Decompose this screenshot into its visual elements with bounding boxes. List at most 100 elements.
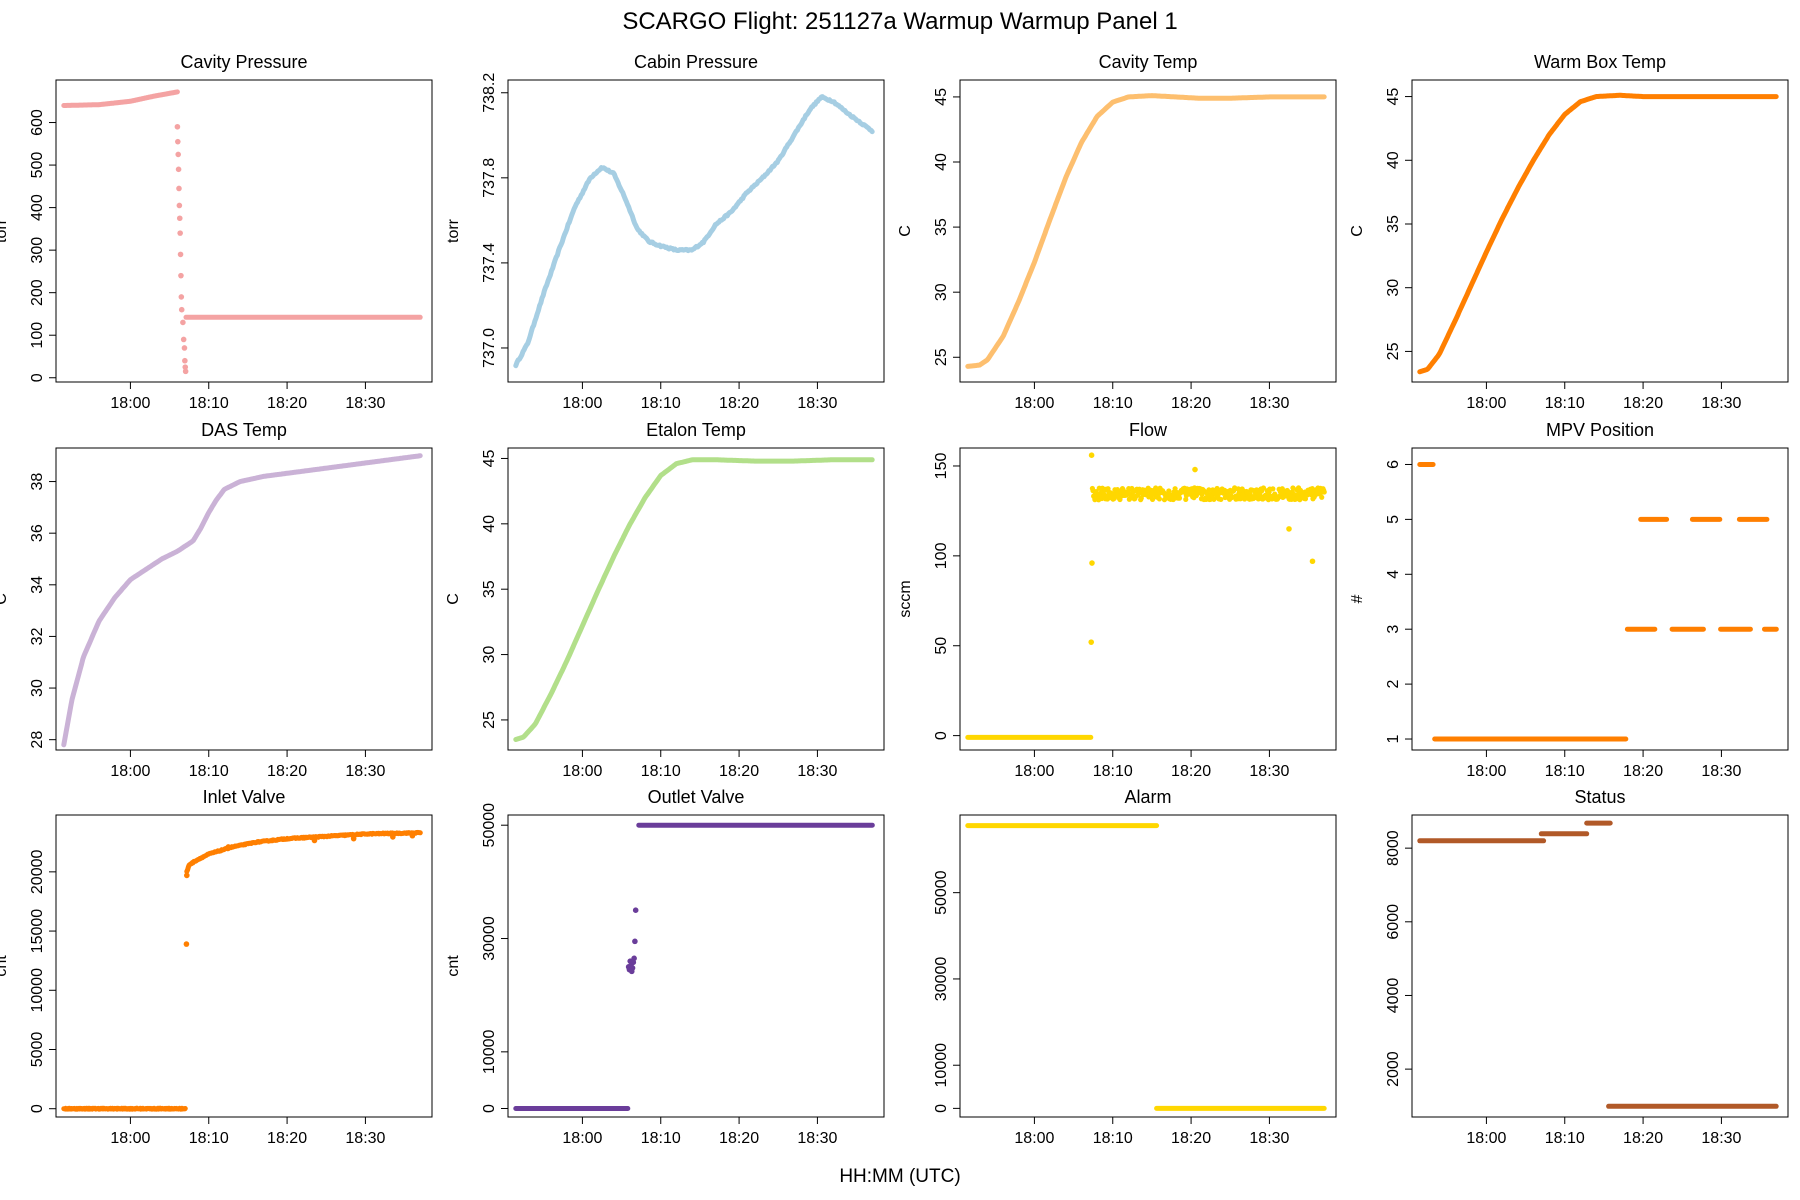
data-point: [1089, 560, 1095, 566]
series-group: [61, 453, 423, 748]
data-point: [630, 959, 637, 966]
plot-frame: [507, 447, 885, 751]
x-tick-label: 18:10: [189, 763, 229, 780]
panel-title: DAS Temp: [201, 420, 287, 440]
plot-frame: [1411, 814, 1789, 1118]
x-tick-label: 18:10: [189, 395, 229, 412]
panel-alarm: Alarm 18:00 18:10 18:20 18:30 0 10000 30000 5000…: [933, 787, 1337, 1147]
series-line: [513, 94, 875, 369]
y-tick-label: 45: [1385, 88, 1402, 106]
series-line: [513, 457, 875, 742]
x-tick-label: 18:30: [1249, 395, 1289, 412]
panel-outlet-valve: Outlet Valve 18:00 18:10 18:20 18:30 0 10000 30…: [445, 787, 885, 1147]
x-tick-label: 18:10: [641, 763, 681, 780]
data-point: [390, 834, 396, 840]
data-point: [1149, 496, 1156, 502]
series-line: [61, 453, 423, 748]
y-axis-label: torr: [0, 218, 10, 243]
y-tick-label: 10000: [933, 1043, 950, 1088]
data-point: [180, 319, 186, 326]
data-point: [182, 364, 189, 370]
panel-cavity-pressure: Cavity Pressure 18:00 18:10 18:20 18:30 0 100 2…: [0, 52, 433, 412]
figure-title: SCARGO Flight: 251127a Warmup Warmup Pan…: [622, 8, 1178, 35]
series-line: [965, 93, 1327, 369]
x-tick-label: 18:20: [1171, 395, 1211, 412]
series-line: [61, 89, 180, 108]
x-tick-label: 18:00: [562, 1130, 602, 1147]
x-tick-label: 18:20: [1171, 1130, 1211, 1147]
plot-frame: [959, 79, 1337, 383]
data-point: [184, 872, 190, 879]
data-point: [1270, 486, 1276, 492]
series-group: [965, 452, 1327, 740]
y-tick-label: 0: [933, 1104, 950, 1113]
x-tick-label: 18:10: [1545, 1130, 1585, 1147]
series-group: [965, 823, 1327, 1111]
x-tick-label: 18:30: [345, 763, 385, 780]
y-tick-label: 34: [29, 576, 46, 594]
y-tick-label: 25: [481, 711, 498, 729]
y-tick-label: 300: [29, 237, 46, 264]
data-point: [1260, 485, 1267, 491]
y-tick-label: 10000: [481, 1029, 498, 1074]
data-point: [1309, 558, 1316, 565]
y-tick-label: 3: [1385, 625, 1402, 634]
data-point: [1176, 495, 1183, 501]
y-tick-label: 1: [1385, 734, 1402, 743]
plot-frame: [55, 814, 433, 1118]
y-tick-label: 40: [933, 153, 950, 171]
x-tick-label: 18:10: [1545, 395, 1585, 412]
data-point: [175, 166, 182, 173]
data-point: [1192, 466, 1198, 473]
series-group: [513, 822, 875, 1111]
x-tick-label: 18:00: [110, 763, 150, 780]
data-point: [632, 938, 638, 945]
data-point: [181, 345, 188, 351]
y-tick-label: 200: [29, 279, 46, 306]
data-point: [225, 844, 232, 850]
y-tick-label: 35: [933, 218, 950, 236]
y-tick-label: 15000: [29, 909, 46, 954]
x-tick-label: 18:30: [797, 395, 837, 412]
x-tick-label: 18:00: [110, 395, 150, 412]
y-tick-label: 25: [933, 348, 950, 366]
plot-frame: [959, 814, 1337, 1118]
x-tick-label: 18:20: [267, 1130, 307, 1147]
x-tick-label: 18:10: [641, 395, 681, 412]
data-point: [175, 151, 181, 158]
series-line: [184, 829, 423, 874]
y-tick-label: 400: [29, 194, 46, 221]
panel-title: Alarm: [1124, 787, 1171, 807]
x-tick-label: 18:20: [267, 395, 307, 412]
series-group: [1417, 820, 1779, 1109]
x-tick-label: 18:30: [797, 763, 837, 780]
plot-frame: [55, 79, 433, 383]
plot-frame: [55, 447, 433, 751]
series-group: [1417, 462, 1779, 742]
panel-das-temp: DAS Temp 18:00 18:10 18:20 18:30 28 30 32 34 36 38…: [0, 420, 433, 780]
y-tick-label: 30: [933, 283, 950, 301]
y-tick-label: 600: [29, 109, 46, 136]
panel-title: Flow: [1129, 420, 1168, 440]
data-point: [176, 215, 183, 222]
panel-title: MPV Position: [1546, 420, 1654, 440]
x-tick-label: 18:20: [1623, 395, 1663, 412]
y-tick-label: 50000: [933, 870, 950, 915]
x-tick-label: 18:00: [1466, 1130, 1506, 1147]
series-group: [61, 89, 423, 375]
x-tick-label: 18:20: [719, 763, 759, 780]
data-point: [311, 837, 318, 844]
panel-warm-box-temp: Warm Box Temp 18:00 18:10 18:20 18:30 25 30 35 4…: [1349, 52, 1789, 412]
x-tick-label: 18:00: [1466, 395, 1506, 412]
x-tick-label: 18:10: [1545, 763, 1585, 780]
x-tick-label: 18:30: [797, 1130, 837, 1147]
x-tick-label: 18:30: [1249, 1130, 1289, 1147]
y-tick-label: 30000: [933, 957, 950, 1002]
y-tick-label: 737.4: [481, 243, 498, 283]
y-tick-label: 40: [1385, 151, 1402, 169]
y-tick-label: 30: [1385, 279, 1402, 297]
series-line: [1417, 92, 1779, 375]
panel-cavity-temp: Cavity Temp 18:00 18:10 18:20 18:30 25 30 35 40 4…: [897, 52, 1337, 412]
x-tick-label: 18:10: [1093, 1130, 1133, 1147]
y-tick-label: 28: [29, 731, 46, 749]
